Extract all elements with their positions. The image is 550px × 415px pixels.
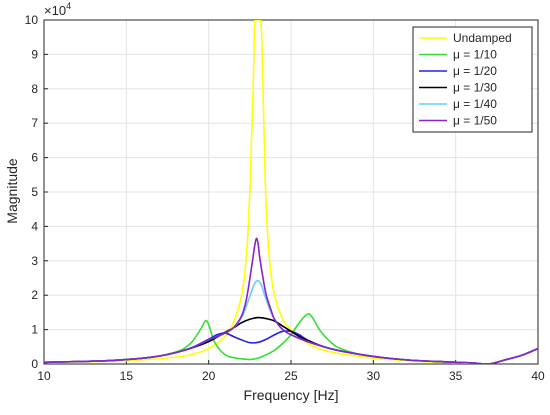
legend-entry-label: μ = 1/10 xyxy=(453,48,497,62)
y-tick-label: 3 xyxy=(31,254,38,268)
legend: Undamped μ = 1/10 μ = 1/20 μ = 1/30 μ = 1/40… xyxy=(412,26,533,133)
tick-labels: 10 15 20 25 30 35 40 0 1 2 3 4 5 6 7 8 9 10 xyxy=(25,13,545,383)
x-tick-label: 35 xyxy=(449,369,463,383)
y-multiplier-base: ×10 xyxy=(44,3,66,18)
y-tick-label: 8 xyxy=(31,82,38,96)
legend-entry-label: μ = 1/40 xyxy=(453,97,497,111)
x-tick-label: 15 xyxy=(120,369,134,383)
legend-entry-label: μ = 1/50 xyxy=(453,114,497,128)
legend-entry-label: μ = 1/20 xyxy=(453,64,497,78)
y-multiplier-label: ×104 xyxy=(44,1,71,18)
legend-entry-label: Undamped xyxy=(453,31,512,45)
y-axis-label: Magnitude xyxy=(4,158,20,224)
y-tick-label: 4 xyxy=(31,219,38,233)
y-tick-label: 9 xyxy=(31,47,38,61)
y-tick-label: 10 xyxy=(25,13,39,27)
y-tick-label: 1 xyxy=(31,323,38,337)
series-line-5 xyxy=(44,237,538,364)
x-tick-label: 10 xyxy=(37,369,51,383)
y-tick-label: 5 xyxy=(31,185,38,199)
x-tick-label: 25 xyxy=(284,369,298,383)
y-tick-label: 7 xyxy=(31,116,38,130)
x-tick-label: 30 xyxy=(367,369,381,383)
x-axis-label: Frequency [Hz] xyxy=(244,387,339,403)
series-group xyxy=(44,20,538,364)
y-multiplier-exponent: 4 xyxy=(66,1,71,11)
plot-area-border xyxy=(43,19,539,365)
series-lines xyxy=(44,20,538,364)
x-tick-label: 20 xyxy=(202,369,216,383)
legend-box xyxy=(412,26,533,133)
y-tick-label: 0 xyxy=(31,357,38,371)
x-tick-label: 40 xyxy=(531,369,545,383)
legend-entry-label: μ = 1/30 xyxy=(453,81,497,95)
y-tick-label: 6 xyxy=(31,151,38,165)
y-tick-label: 2 xyxy=(31,288,38,302)
